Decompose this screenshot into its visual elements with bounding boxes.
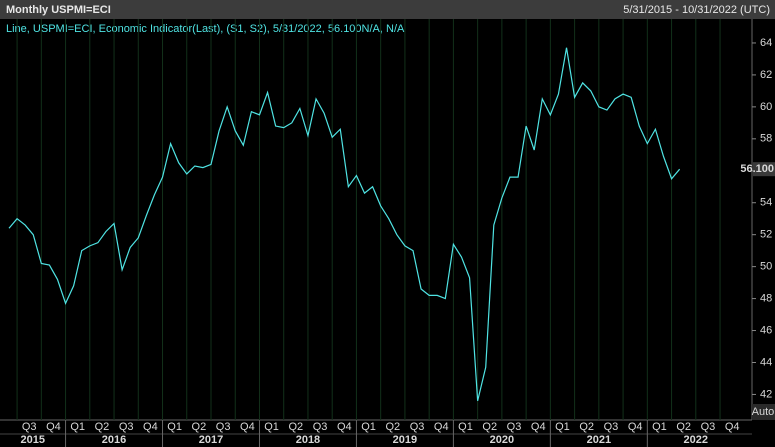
y-tick-label: 44 [760, 356, 772, 368]
x-quarter-label: Q3 [507, 421, 522, 433]
x-year-label: 2016 [102, 434, 126, 446]
x-quarter-label: Q2 [288, 421, 303, 433]
y-tick-label: 62 [760, 69, 772, 81]
x-quarter-label: Q4 [337, 421, 352, 433]
x-quarter-label: Q3 [119, 421, 134, 433]
x-quarter-label: Q1 [652, 421, 667, 433]
x-quarter-label: Q3 [410, 421, 425, 433]
x-quarter-label: Q4 [46, 421, 61, 433]
x-quarter-label: Q1 [70, 421, 85, 433]
grid [16, 19, 721, 420]
legend: Line, USPMI=ECI, Economic Indicator(Last… [6, 23, 405, 35]
x-quarter-label: Q2 [676, 421, 691, 433]
y-tick-label: 60 [760, 101, 772, 113]
y-tick-label: 42 [760, 388, 772, 400]
x-quarter-label: Q1 [458, 421, 473, 433]
y-tick-label: 52 [760, 229, 772, 241]
x-quarter-label: Q4 [434, 421, 449, 433]
x-year-label: 2019 [393, 434, 417, 446]
x-quarter-label: Q3 [22, 421, 37, 433]
x-quarter-label: Q3 [216, 421, 231, 433]
x-quarter-label: Q2 [579, 421, 594, 433]
x-quarter-label: Q2 [385, 421, 400, 433]
x-quarter-label: Q3 [701, 421, 716, 433]
x-quarter-label: Q2 [482, 421, 497, 433]
x-year-label: 2020 [490, 434, 514, 446]
y-tick-label: 64 [760, 37, 772, 49]
data-line [8, 47, 681, 401]
last-value-box [753, 162, 775, 177]
x-year-label: 2017 [199, 434, 223, 446]
x-quarter-label: Q2 [192, 421, 207, 433]
x-year-label: 2018 [296, 434, 320, 446]
y-tick-label: 58 [760, 133, 772, 145]
y-tick-label: 50 [760, 261, 772, 273]
y-tick-label: 48 [760, 292, 772, 304]
x-quarter-label: Q1 [555, 421, 570, 433]
last-value-label: 56.100 [740, 163, 774, 175]
x-quarter-label: Q1 [167, 421, 182, 433]
x-year-label: 2022 [684, 434, 708, 446]
x-quarter-label: Q4 [531, 421, 546, 433]
x-quarter-label: Q2 [95, 421, 110, 433]
x-quarter-label: Q3 [313, 421, 328, 433]
x-quarter-label: Q1 [264, 421, 279, 433]
x-year-label: 2015 [21, 434, 45, 446]
y-tick-label: 54 [760, 197, 772, 209]
auto-label[interactable]: Auto [752, 406, 775, 418]
x-quarter-label: Q4 [628, 421, 643, 433]
header-title: Monthly USPMI=ECI [6, 4, 111, 16]
x-quarter-label: Q1 [361, 421, 376, 433]
header-range: 5/31/2015 - 10/31/2022 (UTC) [623, 4, 770, 16]
y-tick-label: 46 [760, 324, 772, 336]
x-quarter-label: Q4 [725, 421, 740, 433]
x-quarter-label: Q4 [143, 421, 158, 433]
header-bar [0, 0, 775, 19]
x-quarter-label: Q3 [604, 421, 619, 433]
x-quarter-label: Q4 [240, 421, 255, 433]
x-year-label: 2021 [587, 434, 611, 446]
auto-button[interactable] [752, 404, 775, 420]
